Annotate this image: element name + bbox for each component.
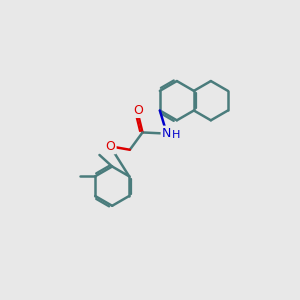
Text: N: N [162, 127, 172, 140]
Text: O: O [133, 103, 143, 116]
Text: H: H [172, 130, 181, 140]
Text: O: O [105, 140, 115, 153]
